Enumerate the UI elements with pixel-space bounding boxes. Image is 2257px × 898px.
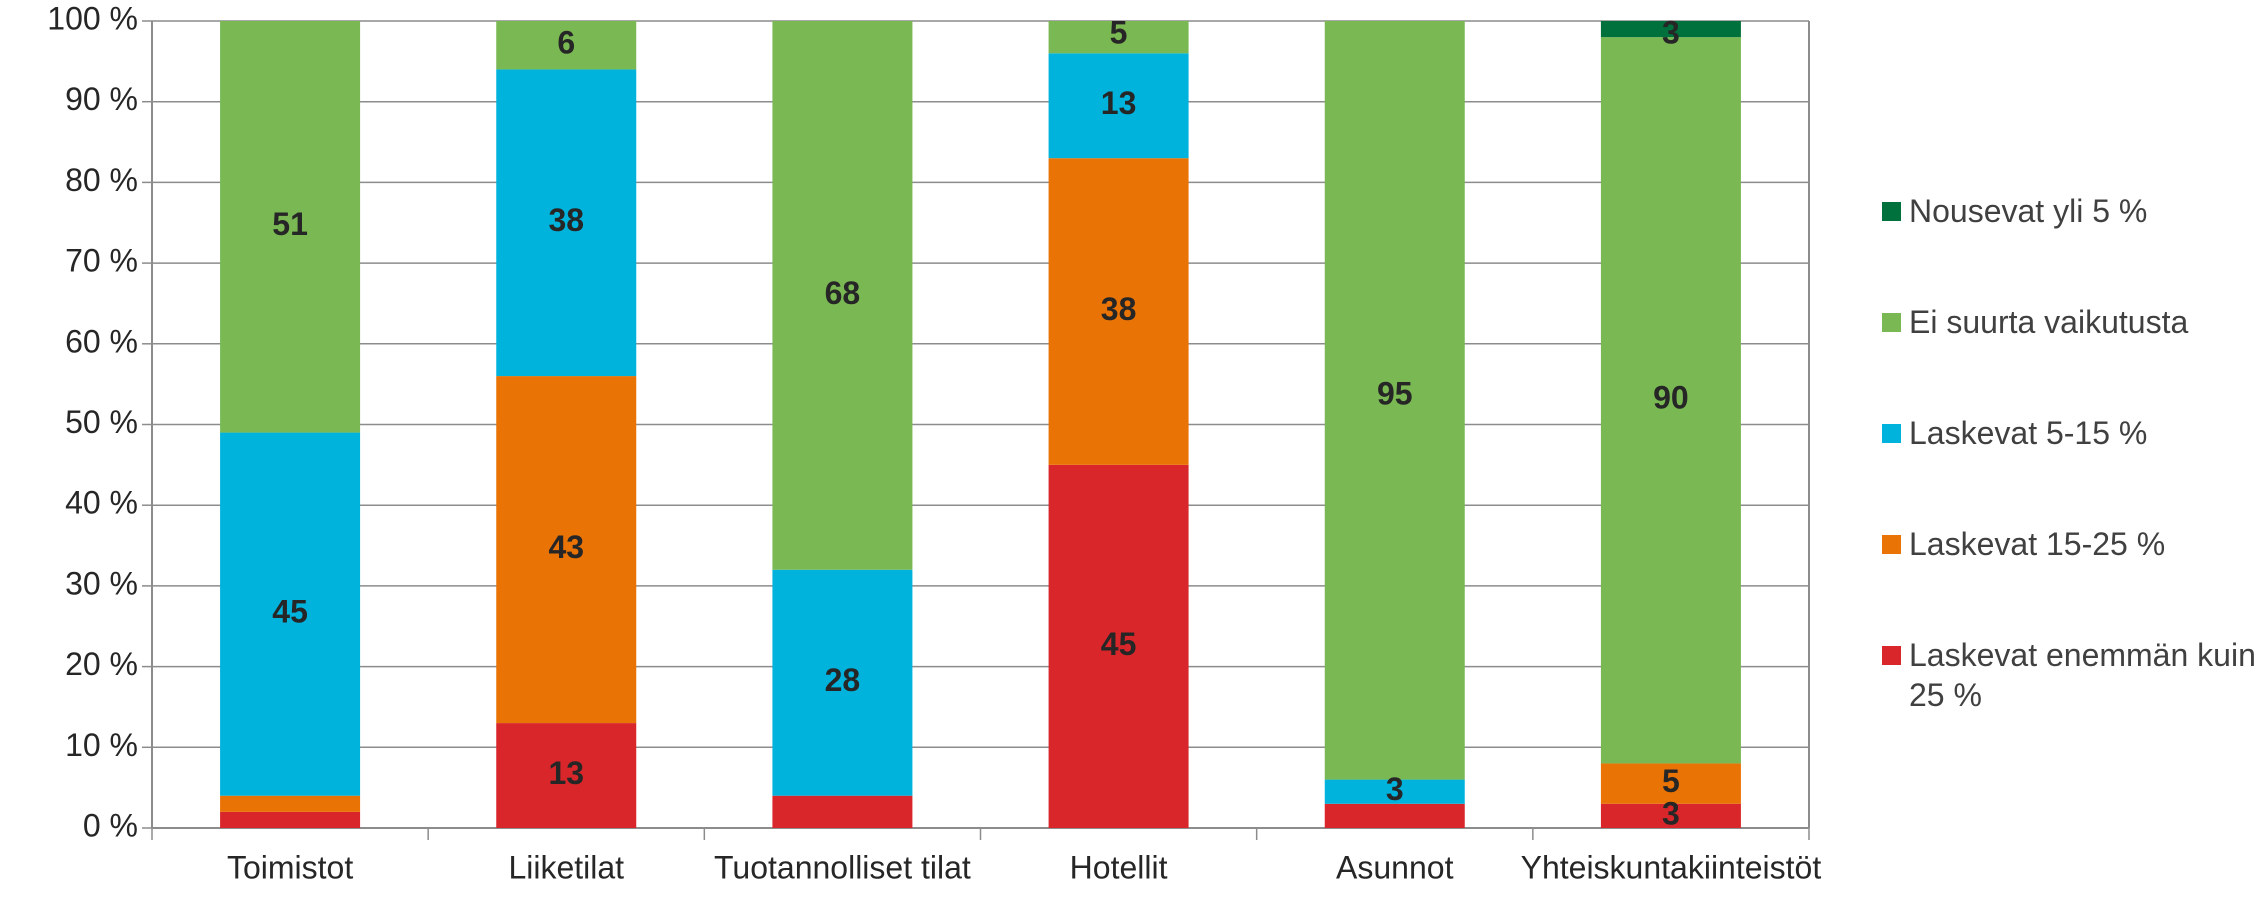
legend-label: Laskevat 15-25 % <box>1909 526 2166 562</box>
bar-segment <box>496 69 637 377</box>
legend-label: Ei suurta vaikutusta <box>1909 304 2189 340</box>
data-label: 13 <box>548 755 584 791</box>
bar-segment <box>772 569 913 796</box>
x-tick-label: Yhteiskuntakiinteistöt <box>1521 849 1822 885</box>
bar-segment <box>772 21 913 570</box>
x-tick-label: Tuotannolliset tilat <box>714 849 971 885</box>
data-label: 68 <box>825 275 861 311</box>
legend-swatch <box>1882 424 1901 443</box>
data-label: 38 <box>1101 291 1137 327</box>
legend-swatch <box>1882 535 1901 554</box>
data-label: 6 <box>557 25 575 61</box>
bar-segment <box>496 376 637 724</box>
legend-item: Laskevat 15-25 % <box>1882 524 2257 564</box>
legend-item: Laskevat 5-15 % <box>1882 413 2257 453</box>
legend-item: Laskevat enemmän kuin 25 % <box>1882 635 2257 715</box>
bar-segment <box>220 795 361 812</box>
bar-segment <box>1048 21 1189 54</box>
bar-segment <box>220 811 361 828</box>
data-label: 5 <box>1662 763 1680 799</box>
bar-segment <box>1600 803 1741 828</box>
data-label: 3 <box>1662 14 1680 50</box>
bar-segment <box>1600 763 1741 804</box>
bar-segment <box>496 723 637 828</box>
y-tick-label: 10 % <box>65 727 138 763</box>
data-label: 28 <box>825 662 861 698</box>
data-label: 3 <box>1662 795 1680 831</box>
x-tick-label: Hotellit <box>1070 849 1168 885</box>
y-tick-label: 50 % <box>65 404 138 440</box>
legend-swatch <box>1882 646 1901 665</box>
bar-segment <box>1324 803 1465 828</box>
bar-segment <box>1048 464 1189 828</box>
y-tick-label: 70 % <box>65 243 138 279</box>
data-label: 3 <box>1386 771 1404 807</box>
bar-segment <box>496 21 637 70</box>
legend-item: Nousevat yli 5 % <box>1882 191 2257 231</box>
data-label: 90 <box>1653 380 1689 416</box>
data-label: 38 <box>548 202 584 238</box>
x-tick-label: Asunnot <box>1336 849 1454 885</box>
legend-swatch <box>1882 202 1901 221</box>
legend-label: Laskevat 5-15 % <box>1909 415 2148 451</box>
data-label: 5 <box>1110 14 1128 50</box>
y-tick-label: 20 % <box>65 646 138 682</box>
legend-label: Nousevat yli 5 % <box>1909 193 2148 229</box>
x-tick-label: Toimistot <box>227 849 353 885</box>
y-tick-label: 30 % <box>65 565 138 601</box>
bar-segment <box>1600 21 1741 38</box>
data-label: 43 <box>548 529 584 565</box>
y-tick-label: 40 % <box>65 485 138 521</box>
data-label: 13 <box>1101 85 1137 121</box>
y-tick-label: 0 % <box>83 807 138 843</box>
x-tick-label: Liiketilat <box>508 849 624 885</box>
data-label: 45 <box>272 594 308 630</box>
bars <box>220 21 1741 828</box>
bar-segment <box>1600 37 1741 764</box>
data-label: 45 <box>1101 626 1137 662</box>
bar-segment <box>220 21 361 433</box>
y-tick-label: 90 % <box>65 81 138 117</box>
y-tick-label: 100 % <box>47 0 138 36</box>
bar-segment <box>1324 779 1465 804</box>
bar-segment <box>220 432 361 796</box>
bar-segment <box>1048 53 1189 159</box>
bar-segment <box>1324 21 1465 780</box>
y-tick-label: 80 % <box>65 162 138 198</box>
legend-swatch <box>1882 313 1901 332</box>
data-label: 51 <box>272 206 308 242</box>
data-label: 95 <box>1377 376 1413 412</box>
legend-label: Laskevat enemmän kuin 25 % <box>1909 637 2256 713</box>
bar-segment <box>1048 158 1189 465</box>
bar-segment <box>772 795 913 828</box>
y-tick-label: 60 % <box>65 323 138 359</box>
legend-item: Ei suurta vaikutusta <box>1882 302 2257 342</box>
